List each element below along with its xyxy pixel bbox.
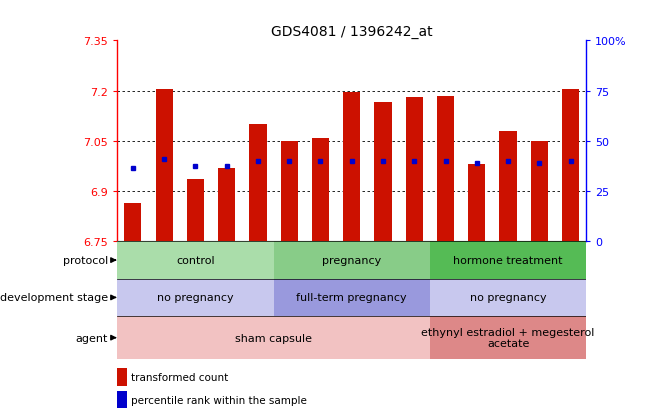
- Bar: [117, 242, 273, 279]
- Text: development stage: development stage: [0, 293, 108, 303]
- Bar: [562, 90, 579, 242]
- Bar: [155, 90, 173, 242]
- Text: no pregnancy: no pregnancy: [157, 293, 234, 303]
- Text: percentile rank within the sample: percentile rank within the sample: [131, 395, 307, 405]
- Bar: [468, 165, 485, 242]
- Bar: [437, 97, 454, 242]
- Bar: [117, 316, 430, 359]
- Text: no pregnancy: no pregnancy: [470, 293, 547, 303]
- Bar: [430, 316, 586, 359]
- Bar: [312, 138, 329, 242]
- Bar: [531, 142, 548, 242]
- Bar: [117, 368, 127, 386]
- Bar: [273, 279, 430, 316]
- Bar: [375, 103, 391, 242]
- Bar: [273, 242, 430, 279]
- Bar: [187, 180, 204, 242]
- Bar: [430, 279, 586, 316]
- Bar: [405, 98, 423, 242]
- Bar: [499, 132, 517, 242]
- Bar: [281, 142, 297, 242]
- Text: agent: agent: [76, 333, 108, 343]
- Text: protocol: protocol: [62, 256, 108, 266]
- Text: ethynyl estradiol + megesterol
acetate: ethynyl estradiol + megesterol acetate: [421, 327, 595, 349]
- Text: sham capsule: sham capsule: [235, 333, 312, 343]
- Text: transformed count: transformed count: [131, 373, 228, 382]
- Bar: [117, 391, 127, 408]
- Bar: [117, 279, 273, 316]
- Bar: [430, 242, 586, 279]
- Text: pregnancy: pregnancy: [322, 256, 381, 266]
- Text: full-term pregnancy: full-term pregnancy: [296, 293, 407, 303]
- Bar: [218, 169, 235, 242]
- Title: GDS4081 / 1396242_at: GDS4081 / 1396242_at: [271, 25, 433, 39]
- Bar: [343, 93, 360, 242]
- Text: hormone treatment: hormone treatment: [454, 256, 563, 266]
- Bar: [125, 204, 141, 242]
- Text: control: control: [176, 256, 214, 266]
- Bar: [249, 125, 267, 242]
